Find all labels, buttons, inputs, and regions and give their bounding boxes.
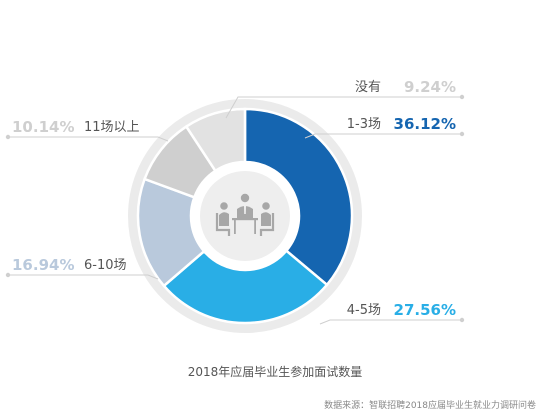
leader-line-2 [319, 319, 462, 325]
slice-value-2: 27.56% [394, 301, 456, 319]
leader-dot-4 [5, 134, 11, 140]
slice-value-1: 36.12% [394, 115, 456, 133]
meeting-icon [215, 193, 275, 236]
slice-value-5: 9.24% [404, 78, 456, 96]
leader-dot-1 [459, 131, 465, 137]
slice-label-1: 1-3场 [347, 117, 381, 132]
leader-dot-5 [459, 94, 465, 100]
leader-dot-3 [5, 272, 11, 278]
leader-dot-2 [459, 317, 465, 323]
slice-label-4: 11场以上 [84, 120, 140, 135]
slice-label-3: 6-10场 [84, 258, 127, 273]
slice-label-5: 没有 [355, 80, 381, 95]
slice-value-3: 16.94% [12, 256, 74, 274]
slice-value-4: 10.14% [12, 118, 74, 136]
donut-outer-ring [128, 99, 362, 333]
leader-lines [5, 94, 465, 325]
leader-line-3 [8, 274, 159, 280]
leader-line-1 [304, 133, 462, 139]
slice-labels: 1-3场 36.12% 4-5场 27.56% 6-10场 16.94% 11场以上 10.1… [12, 78, 456, 319]
chart-title: 2018年应届毕业生参加面试数量 [187, 365, 363, 379]
leader-line-4 [8, 136, 169, 142]
data-source: 数据来源：智联招聘2018应届毕业生就业力调研问卷 [324, 401, 536, 411]
leader-line-5 [225, 96, 462, 119]
slice-label-2: 4-5场 [347, 303, 381, 318]
